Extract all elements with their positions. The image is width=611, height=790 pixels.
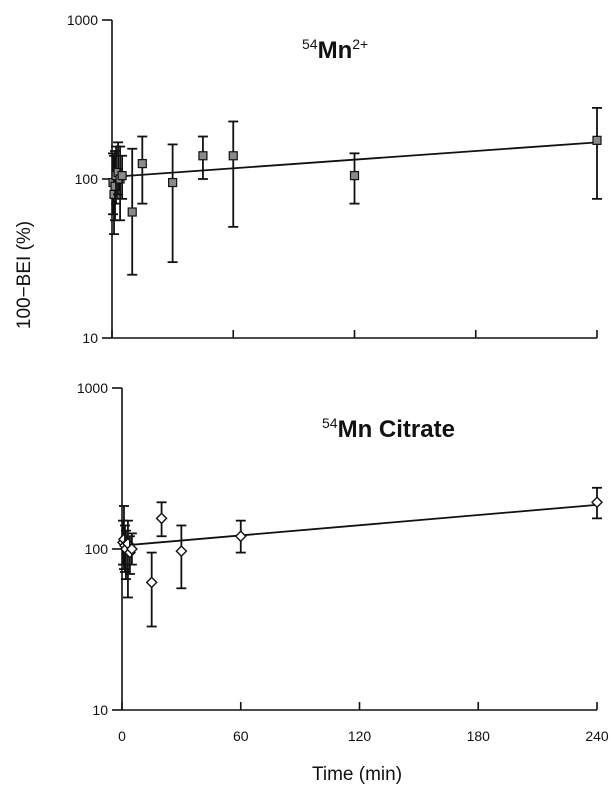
data-point bbox=[168, 177, 178, 188]
x-tick-label: 180 bbox=[467, 728, 491, 744]
y-tick-label: 1000 bbox=[67, 12, 98, 28]
data-point bbox=[125, 543, 138, 555]
data-point bbox=[127, 207, 137, 217]
data-point bbox=[198, 151, 208, 161]
data-point bbox=[592, 135, 602, 145]
title-element: Mn Citrate bbox=[338, 416, 455, 443]
data-point bbox=[175, 545, 188, 558]
data-point bbox=[155, 512, 168, 525]
x-tick-label: 60 bbox=[233, 728, 249, 744]
title-mass-number: 54 bbox=[322, 415, 338, 431]
y-tick-label: 1000 bbox=[77, 380, 108, 396]
trend-line bbox=[121, 503, 598, 547]
y-tick-label: 100 bbox=[85, 541, 109, 557]
title-mass-number: 54 bbox=[302, 36, 318, 52]
data-point bbox=[234, 530, 247, 543]
data-point bbox=[228, 151, 238, 161]
y-axis-title: 100−BEI (%) bbox=[14, 221, 35, 329]
panel-mn2-plus: 10 100 1000 54Mn2+ bbox=[67, 12, 602, 346]
data-point bbox=[145, 576, 158, 589]
panel-mn-citrate: 10 100 1000 0 60 120 180 240 54Mn Citrate bbox=[77, 380, 609, 744]
data-point bbox=[117, 171, 127, 181]
x-axis-title: Time (min) bbox=[312, 764, 402, 785]
x-tick-label: 120 bbox=[348, 728, 372, 744]
data-point bbox=[591, 496, 603, 509]
y-tick-label: 10 bbox=[92, 702, 108, 718]
x-tick-label: 240 bbox=[585, 728, 609, 744]
panel-title: 54Mn2+ bbox=[302, 36, 368, 64]
y-tick-label: 100 bbox=[75, 171, 99, 187]
data-point bbox=[137, 158, 147, 169]
x-tick-label: 0 bbox=[118, 728, 126, 744]
data-point bbox=[110, 181, 120, 191]
panel-title: 54Mn Citrate bbox=[322, 415, 455, 443]
y-tick-label: 10 bbox=[82, 330, 98, 346]
data-point bbox=[349, 171, 360, 181]
title-charge: 2+ bbox=[352, 36, 368, 52]
title-element: Mn bbox=[318, 37, 353, 64]
